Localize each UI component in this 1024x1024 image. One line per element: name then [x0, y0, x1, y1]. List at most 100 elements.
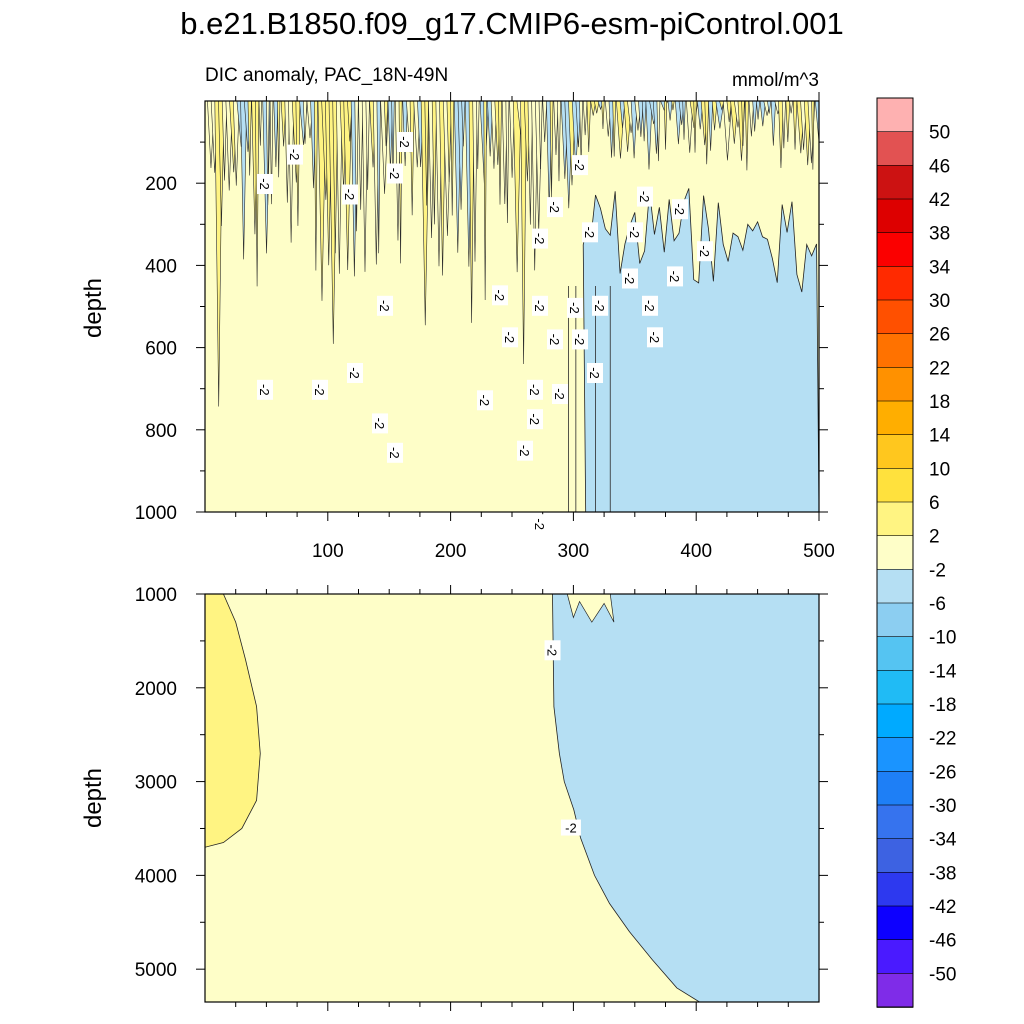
- top-contour-label: -2: [532, 514, 548, 535]
- top-spike: [686, 101, 694, 153]
- colorbar-swatch: [876, 367, 914, 402]
- svg-text:-2: -2: [387, 168, 402, 180]
- top-contour-label: -2: [637, 186, 653, 207]
- colorbar-swatch: [876, 670, 914, 705]
- colorbar-swatch: [876, 131, 914, 167]
- colorbar-label: -22: [929, 729, 956, 750]
- top-spike: [781, 101, 786, 149]
- top-contour-label: -2: [342, 184, 358, 205]
- colorbar-label: 6: [929, 493, 940, 514]
- colorbar-swatch: [876, 636, 914, 672]
- colorbar-swatch: [876, 165, 914, 200]
- top-spike-group: [207, 101, 819, 512]
- top-spike: [719, 101, 725, 111]
- top-spike: [638, 101, 644, 137]
- svg-text:-2: -2: [627, 227, 642, 239]
- top-spike: [708, 101, 714, 151]
- top-spike: [792, 101, 798, 150]
- svg-text:-2: -2: [667, 271, 682, 283]
- colorbar-swatch: [876, 771, 914, 806]
- top-contour-label: -2: [477, 390, 493, 411]
- colorbar-swatch: [876, 434, 914, 470]
- top-x-tick-label: 100: [312, 541, 344, 562]
- svg-text:-2: -2: [622, 273, 637, 285]
- colorbar-label: 14: [929, 426, 951, 447]
- top-spike: [273, 101, 279, 168]
- top-contour-label: -2: [532, 295, 548, 316]
- svg-text:-2: -2: [372, 418, 387, 430]
- top-spike: [313, 101, 318, 271]
- colorbar-swatch: [876, 737, 914, 773]
- top-contour-label: -2: [547, 329, 563, 350]
- top-spike: [520, 101, 527, 364]
- top-spike: [542, 101, 548, 143]
- top-spike: [752, 101, 757, 132]
- top-contour-label: -2: [377, 295, 393, 316]
- top-x-tick-label: 500: [803, 541, 835, 562]
- colorbar-swatch: [876, 838, 914, 874]
- svg-text:-2: -2: [672, 203, 687, 215]
- top-spike: [472, 101, 478, 262]
- top-contour-label: -2: [667, 266, 683, 287]
- top-contour-label: -2: [527, 379, 543, 400]
- top-contour-label: -2: [527, 409, 543, 430]
- top-spike: [663, 101, 668, 150]
- colorbar-swatch: [876, 266, 914, 301]
- colorbar-swatch: [876, 569, 914, 604]
- top-spike: [221, 101, 228, 181]
- top-contour-label: -2: [572, 329, 588, 350]
- top-spike: [288, 101, 295, 243]
- top-spike: [468, 101, 475, 323]
- colorbar-swatch: [876, 299, 914, 335]
- svg-text:-2: -2: [532, 300, 547, 312]
- svg-text:-2: -2: [545, 644, 560, 656]
- top-spike: [431, 101, 437, 225]
- top-contour-label: -2: [532, 228, 548, 249]
- top-spike: [476, 101, 480, 169]
- top-spike: [778, 101, 784, 169]
- colorbar-label: -42: [929, 897, 956, 918]
- svg-text:-2: -2: [257, 178, 272, 190]
- bottom-contour-labels: -2 -2: [544, 640, 581, 836]
- svg-text:-2: -2: [552, 388, 567, 400]
- top-axis-ticks: 100 200 300 400 500 200 400 600 800 1000: [135, 92, 835, 562]
- colorbar-label: -30: [929, 796, 956, 817]
- top-contour-label: -2: [547, 197, 563, 218]
- top-spike: [693, 101, 697, 153]
- svg-text:-2: -2: [647, 332, 662, 344]
- colorbar-label: -6: [929, 594, 946, 615]
- top-spike: [450, 101, 455, 216]
- colorbar-label: 26: [929, 325, 950, 346]
- top-spike: [671, 101, 675, 111]
- bottom-positive-region: [205, 594, 261, 848]
- top-spike: [811, 101, 815, 170]
- top-spike: [232, 101, 240, 186]
- svg-text:-2: -2: [477, 395, 492, 407]
- svg-text:-2: -2: [502, 332, 517, 344]
- svg-text:-2: -2: [592, 300, 607, 312]
- top-y-tick-label: 800: [145, 421, 177, 442]
- top-spike: [347, 101, 353, 142]
- colorbar-label: -38: [929, 863, 956, 884]
- top-contour-label: -2: [627, 222, 643, 243]
- top-spike: [641, 101, 647, 142]
- bottom-panel: 1000 2000 3000 4000 5000 -2 -2 depth: [80, 585, 828, 1011]
- top-spike: [726, 101, 732, 123]
- colorbar-swatch: [876, 602, 914, 638]
- bottom-contour-label: -2: [560, 819, 581, 836]
- top-spike: [667, 101, 673, 121]
- top-contour-label: -2: [672, 199, 688, 220]
- colorbar-swatch: [876, 535, 914, 571]
- svg-text:-2: -2: [572, 334, 587, 346]
- top-spike: [538, 101, 543, 170]
- colorbar-label: -50: [929, 964, 956, 985]
- top-contour-label: -2: [592, 295, 608, 316]
- colorbar-frame: [876, 97, 914, 1008]
- top-contour-label: -2: [372, 413, 388, 434]
- bottom-axis-ticks: 1000 2000 3000 4000 5000: [135, 585, 828, 1011]
- top-spike: [365, 101, 370, 190]
- svg-text:-2: -2: [532, 233, 547, 245]
- colorbar-swatch: [876, 501, 914, 537]
- top-spike: [266, 101, 270, 205]
- bottom-y-tick-label: 3000: [135, 773, 177, 794]
